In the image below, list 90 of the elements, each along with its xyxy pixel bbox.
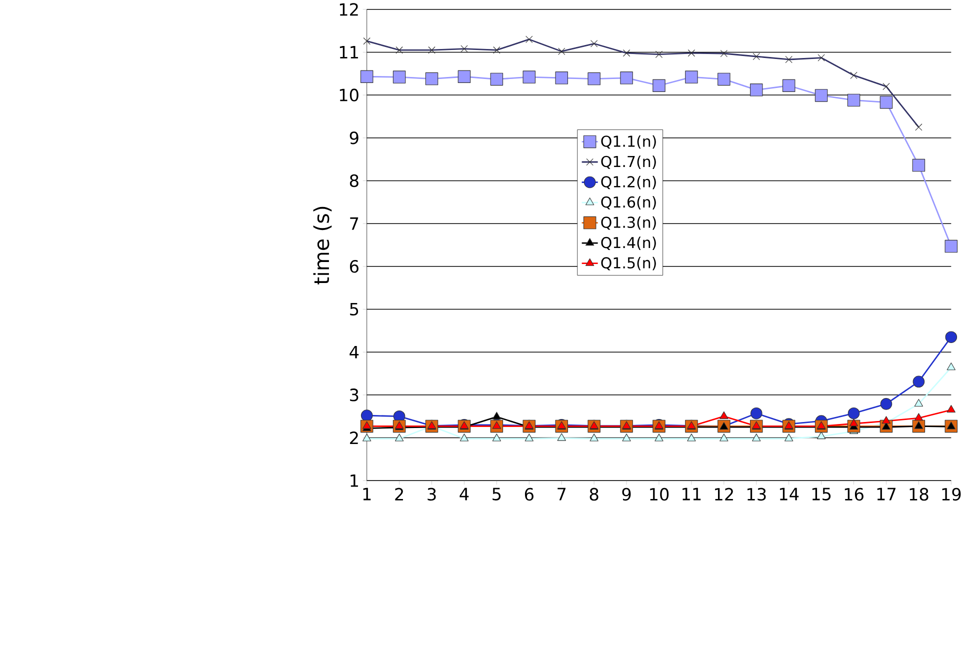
point: [492, 434, 502, 442]
point: [652, 79, 666, 92]
point: [360, 410, 373, 422]
point: [752, 434, 761, 442]
point: [750, 408, 762, 420]
point: [622, 434, 631, 442]
point: [914, 413, 924, 421]
point: [946, 422, 956, 430]
point: [394, 434, 404, 442]
point: [588, 72, 600, 86]
y-tick-label: 10: [340, 88, 358, 102]
point: [880, 398, 892, 410]
y-tick-label: 6: [350, 260, 358, 273]
point: [945, 331, 958, 344]
point: [847, 94, 860, 107]
x-tick-label: 15: [812, 488, 831, 501]
y-tick-label: 4: [350, 346, 359, 358]
x-tick-label: 6: [524, 488, 534, 501]
y-tick-label: 7: [350, 218, 358, 230]
x-tick-label: 4: [460, 488, 469, 500]
x-tick-label: 2: [395, 488, 403, 501]
x-tick-label: 17: [877, 488, 896, 500]
legend-label: Q1.4(n): [601, 236, 656, 250]
y-tick-label: 3: [350, 388, 358, 402]
x-tick-label: 14: [780, 488, 799, 500]
point: [392, 70, 406, 84]
legend-label: Q1.7(n): [601, 156, 656, 170]
point: [425, 72, 438, 86]
x-tick-label: 19: [942, 488, 961, 501]
point: [557, 433, 566, 441]
point: [460, 434, 469, 442]
x-tick-label: 7: [558, 488, 566, 500]
x-tick-label: 3: [428, 488, 436, 501]
point: [720, 434, 728, 442]
legend-label: Q1.3(n): [601, 216, 656, 230]
point: [784, 434, 794, 442]
point: [362, 434, 372, 442]
x-tick-label: 11: [682, 488, 701, 500]
y-tick-label: 11: [340, 46, 358, 58]
point: [685, 70, 698, 84]
point: [816, 432, 826, 440]
point: [914, 399, 924, 407]
point: [555, 72, 568, 84]
x-tick-label: 10: [650, 488, 669, 501]
point: [720, 411, 728, 420]
point: [458, 70, 471, 84]
point: [718, 72, 730, 86]
point: [492, 412, 502, 420]
point: [362, 421, 372, 429]
point: [848, 408, 860, 420]
x-tick-label: 8: [590, 488, 598, 501]
point: [814, 89, 828, 102]
y-tick-label: 9: [350, 132, 358, 144]
point: [946, 362, 956, 370]
legend-label: Q1.5(n): [601, 257, 656, 270]
point: [849, 418, 858, 426]
x-tick-label: 18: [910, 488, 928, 501]
point: [912, 159, 926, 172]
point: [522, 70, 536, 84]
y-tick-label: 5: [350, 303, 358, 316]
point: [720, 422, 728, 430]
x-tick-label: 9: [622, 488, 631, 501]
x-tick-label: 12: [715, 488, 733, 501]
point: [490, 72, 504, 86]
point: [914, 421, 924, 429]
point: [882, 422, 891, 430]
point: [590, 434, 598, 442]
point: [750, 84, 763, 96]
x-tick-label: 13: [748, 488, 766, 501]
y-tick-label: 1: [350, 474, 358, 487]
point: [654, 434, 664, 442]
x-tick-label: 1: [363, 488, 371, 500]
point: [687, 434, 696, 442]
x-tick-label: 5: [492, 488, 501, 501]
point: [620, 72, 633, 84]
point: [912, 376, 925, 388]
point: [360, 70, 374, 84]
y-tick-label: 8: [350, 174, 358, 188]
point: [524, 434, 534, 442]
legend-label: Q1.1(n): [601, 135, 656, 149]
x-tick-label: 16: [844, 488, 864, 501]
legend-label: Q1.6(n): [601, 196, 656, 210]
point: [782, 79, 796, 92]
legend-label: Q1.2(n): [601, 176, 656, 190]
y-axis-title: time (s): [313, 206, 332, 284]
point: [944, 240, 958, 253]
y-tick-label: 12: [340, 3, 358, 16]
point: [946, 405, 956, 413]
point: [880, 96, 893, 109]
y-tick-label: 2: [350, 432, 358, 444]
